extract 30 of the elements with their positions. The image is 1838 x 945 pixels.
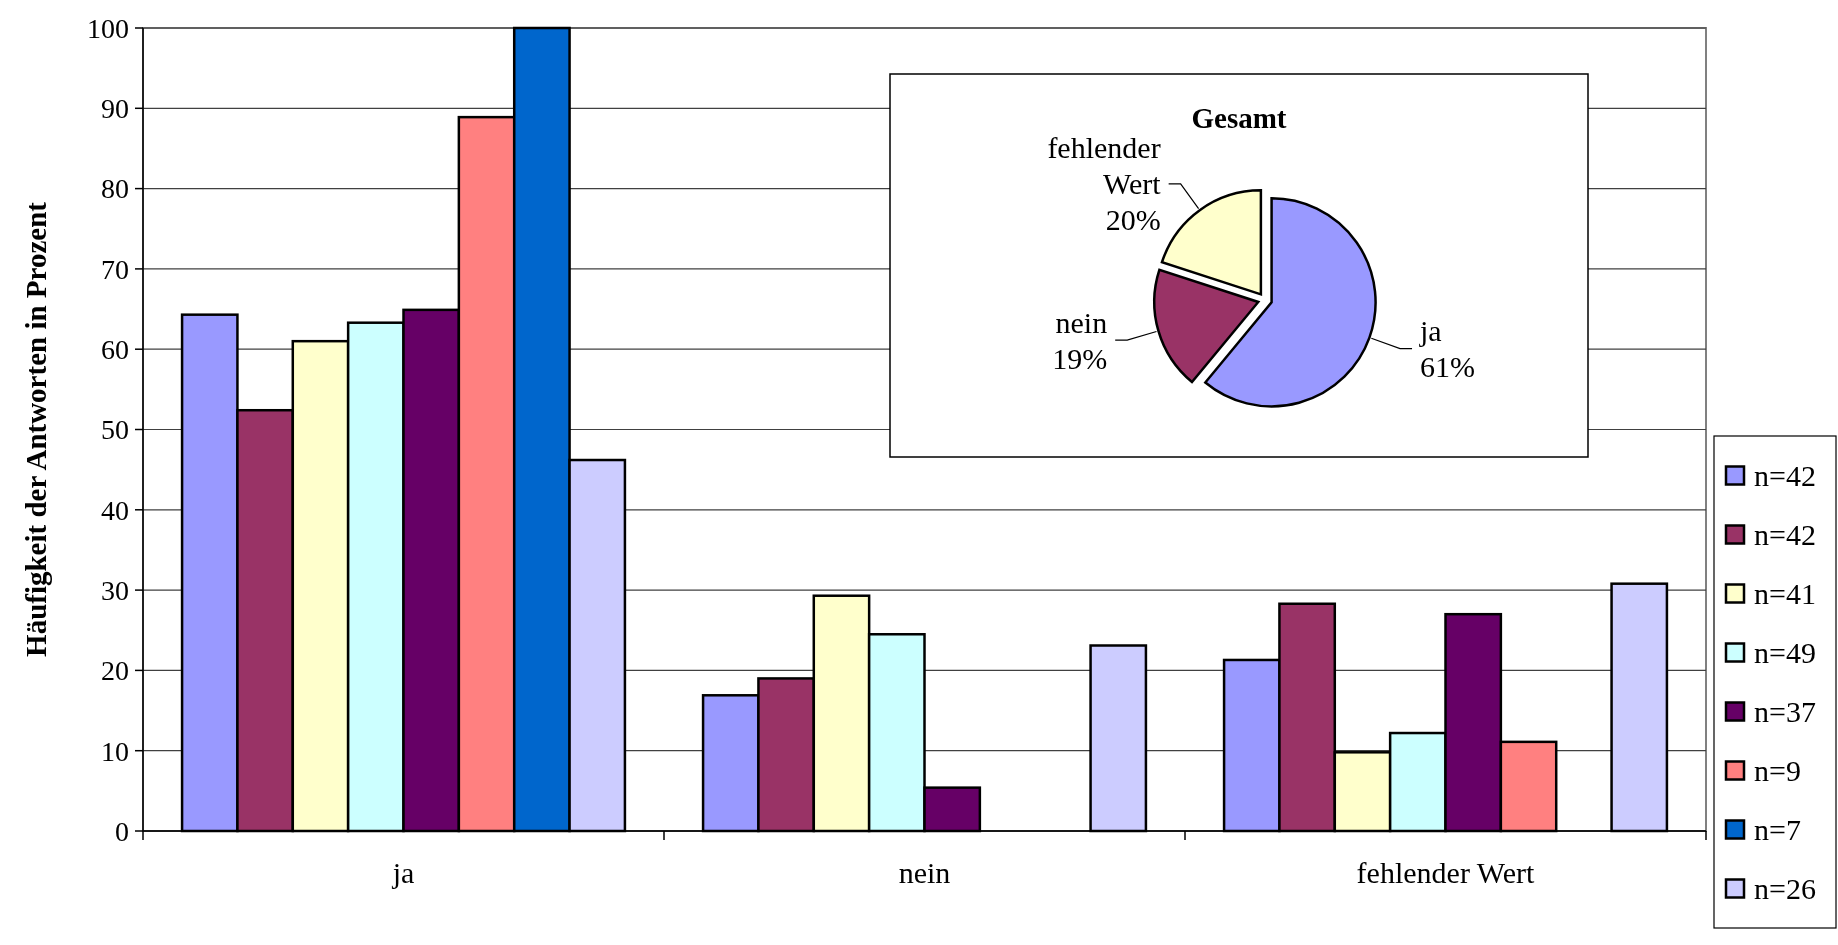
y-tick-label: 10 <box>101 735 129 767</box>
legend-label: n=42 <box>1754 518 1816 551</box>
y-tick-label: 30 <box>101 574 129 606</box>
x-tick-label: fehlender Wert <box>1356 856 1536 889</box>
y-tick-label: 70 <box>101 253 129 285</box>
y-tick-label: 90 <box>101 93 129 125</box>
legend-label: n=49 <box>1754 636 1816 669</box>
slice-label: ja <box>1419 314 1442 348</box>
legend-label: n=7 <box>1754 813 1801 846</box>
legend-label: n=9 <box>1754 754 1801 787</box>
data-label: 61% <box>1420 350 1476 384</box>
legend-label: n=26 <box>1754 872 1816 905</box>
y-tick-label: 80 <box>101 173 129 205</box>
y-tick-label: 50 <box>101 414 129 446</box>
y-tick-label: 20 <box>101 655 129 687</box>
slice-label: fehlender Wert <box>1047 131 1162 201</box>
slice-label: nein <box>1055 305 1108 339</box>
data-label: 20% <box>1105 203 1161 237</box>
x-tick-label: ja <box>391 856 415 889</box>
y-tick-label: 0 <box>115 815 129 847</box>
x-tick-label: nein <box>898 856 951 889</box>
legend-label: n=42 <box>1754 459 1816 492</box>
data-label: 19% <box>1052 341 1108 375</box>
legend-label: n=41 <box>1754 577 1816 610</box>
legend-label: n=37 <box>1754 695 1816 728</box>
y-tick-label: 40 <box>101 494 129 526</box>
y-axis-title: Häufigkeit der Antworten in Prozent <box>20 201 52 657</box>
y-tick-label: 60 <box>101 334 129 365</box>
y-tick-label: 100 <box>87 12 129 44</box>
chart-title: Gesamt <box>1191 102 1287 134</box>
